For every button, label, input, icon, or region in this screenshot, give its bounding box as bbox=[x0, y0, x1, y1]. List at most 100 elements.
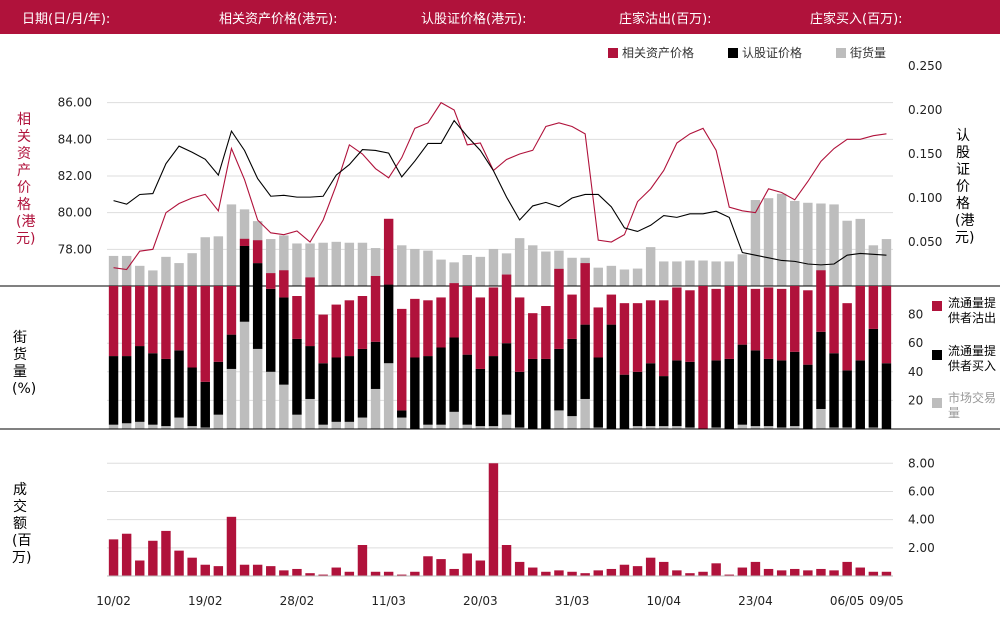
x-tick-label: 28/02 bbox=[280, 594, 315, 608]
market-volume-bar bbox=[868, 427, 879, 429]
legend-warrant: 认股证价格 bbox=[728, 44, 802, 61]
legend-buy-swatch bbox=[932, 350, 942, 360]
lp-buy-bar bbox=[580, 324, 590, 399]
turnover-tick-label: 6.00 bbox=[908, 484, 935, 498]
market-volume-bar bbox=[331, 421, 341, 429]
outstanding-bar bbox=[724, 261, 734, 286]
lp-sell-bar bbox=[685, 290, 695, 362]
outstanding-bar bbox=[790, 200, 800, 286]
lp-sell-bar bbox=[305, 277, 315, 347]
lp-buy-bar bbox=[501, 343, 512, 415]
outstanding-bar bbox=[370, 248, 381, 286]
outstanding-bar bbox=[685, 260, 695, 286]
turnover-bar bbox=[803, 570, 813, 576]
lp-buy-bar bbox=[436, 347, 446, 425]
outstanding-bar bbox=[436, 259, 446, 286]
outstanding-bar bbox=[475, 256, 486, 286]
lp-sell-bar bbox=[868, 286, 879, 329]
lp-buy-bar bbox=[659, 376, 669, 427]
lp-buy-bar bbox=[541, 358, 551, 429]
turnover-bar bbox=[279, 570, 289, 576]
lp-buy-bar bbox=[776, 360, 787, 428]
lp-buy-bar bbox=[266, 288, 276, 372]
lp-buy-bar bbox=[318, 363, 328, 425]
market-volume-bar bbox=[370, 388, 381, 429]
market-volume-bar bbox=[790, 426, 800, 429]
turnover-bar bbox=[135, 560, 145, 576]
lp-buy-bar bbox=[213, 361, 224, 415]
turnover-bar bbox=[842, 561, 852, 576]
turnover-bar bbox=[816, 568, 826, 576]
lp-sell-bar bbox=[318, 314, 328, 364]
market-volume-bar bbox=[501, 414, 512, 429]
market-volume-bar bbox=[239, 321, 250, 429]
warrant-price-axis-title: 认股证价格(港元) bbox=[955, 128, 975, 246]
lp-sell-bar bbox=[161, 286, 171, 359]
lp-sell-bar bbox=[580, 263, 590, 325]
lp-sell-bar bbox=[357, 296, 368, 349]
outstanding-bar bbox=[135, 265, 145, 286]
turnover-bar bbox=[554, 570, 564, 576]
outstanding-bar bbox=[200, 237, 210, 286]
header-date-label: 日期(日/月/年): bbox=[22, 12, 111, 27]
turnover-bar bbox=[383, 571, 394, 576]
outstanding-bar bbox=[803, 202, 813, 286]
turnover-bar bbox=[488, 463, 499, 576]
x-tick-label: 20/03 bbox=[463, 594, 498, 608]
turnover-bar bbox=[462, 553, 472, 576]
lp-sell-bar bbox=[187, 286, 197, 368]
outstanding-bar bbox=[541, 251, 551, 286]
legend-buy-label: 流通量提供者买入 bbox=[948, 344, 997, 373]
lp-sell-bar bbox=[842, 303, 852, 371]
turnover-bar bbox=[357, 545, 368, 576]
outstanding-bar bbox=[567, 257, 577, 286]
lp-sell-bar bbox=[528, 313, 538, 359]
lp-sell-bar bbox=[279, 270, 289, 298]
outstanding-bar bbox=[619, 269, 630, 286]
lp-sell-bar bbox=[724, 286, 734, 359]
lp-buy-bar bbox=[344, 356, 355, 422]
x-tick-label: 06/05 bbox=[830, 594, 865, 608]
outstanding-bar bbox=[449, 262, 459, 286]
turnover-bar bbox=[881, 571, 892, 576]
lp-sell-bar bbox=[252, 240, 263, 264]
lp-sell-bar bbox=[488, 287, 499, 357]
outstanding-bar bbox=[632, 268, 643, 286]
lp-sell-bar bbox=[698, 286, 708, 429]
lp-buy-bar bbox=[737, 344, 748, 425]
lp-sell-bar bbox=[423, 300, 433, 357]
lp-buy-bar bbox=[711, 360, 721, 428]
turnover-bar bbox=[305, 573, 315, 576]
outstanding-bar bbox=[501, 253, 512, 286]
lp-sell-bar bbox=[672, 287, 682, 361]
lp-buy-bar bbox=[803, 364, 813, 429]
lp-buy-bar bbox=[357, 348, 368, 418]
lp-buy-bar bbox=[672, 360, 682, 427]
lp-buy-bar bbox=[632, 371, 643, 427]
lp-sell-bar bbox=[213, 286, 224, 362]
lp-sell-bar bbox=[711, 288, 721, 361]
market-volume-bar bbox=[711, 427, 721, 429]
turnover-axis-title: 成交额(百万) bbox=[12, 482, 32, 566]
market-volume-bar bbox=[462, 424, 472, 429]
lp-sell-bar bbox=[200, 286, 210, 382]
outstanding-bar bbox=[148, 270, 158, 286]
outstanding-bar bbox=[593, 267, 603, 286]
asset-price-line bbox=[113, 101, 887, 271]
turnover-bar bbox=[567, 571, 577, 576]
lp-buy-bar bbox=[829, 353, 839, 428]
left-tick-label: 82.00 bbox=[58, 169, 92, 183]
lp-sell-bar bbox=[514, 297, 525, 372]
lp-buy-bar bbox=[488, 356, 499, 427]
lp-buy-bar bbox=[724, 358, 734, 429]
turnover-bar bbox=[790, 568, 800, 576]
outstanding-bar bbox=[881, 239, 892, 286]
lp-buy-bar bbox=[619, 374, 630, 429]
market-volume-bar bbox=[659, 426, 669, 429]
lp-sell-bar bbox=[855, 286, 865, 361]
lp-sell-bar bbox=[226, 286, 237, 335]
percent-tick-label: 40 bbox=[908, 365, 923, 379]
legend-outstanding-swatch bbox=[836, 48, 846, 58]
turnover-bar bbox=[266, 566, 276, 576]
